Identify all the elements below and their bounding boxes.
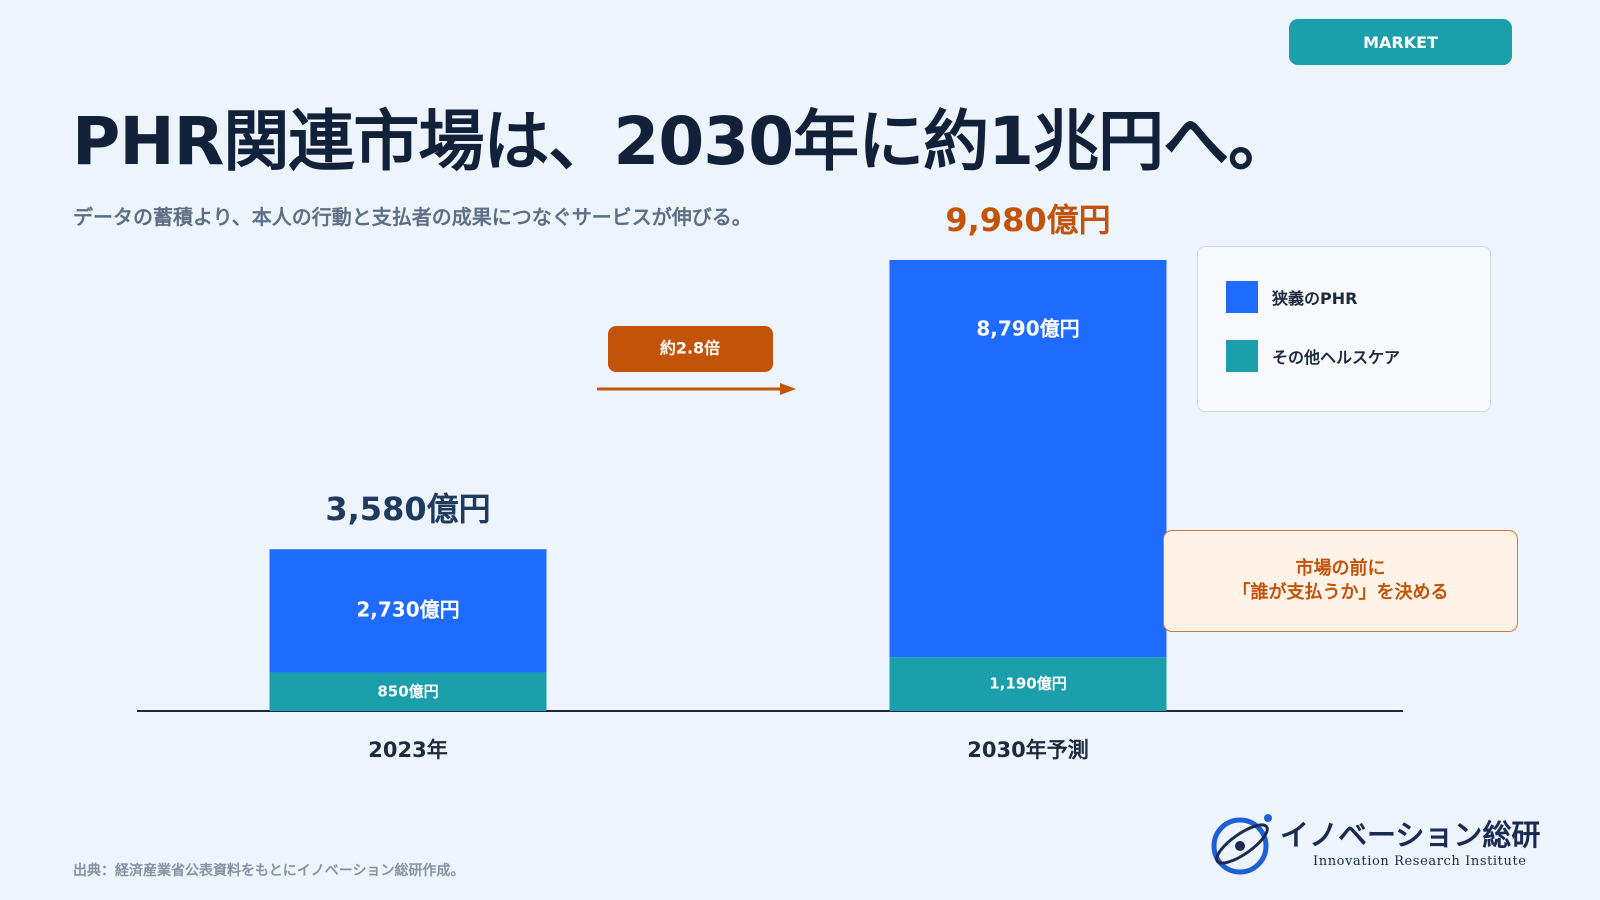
growth-arrow-head bbox=[780, 383, 796, 395]
total-value-label: 3,580億円 bbox=[325, 490, 490, 528]
x-tick-label: 2023年 bbox=[368, 738, 447, 762]
callout-line-2: 「誰が支払うか」を決める bbox=[1232, 582, 1449, 603]
logo-name: イノベーション総研 bbox=[1280, 818, 1541, 852]
legend-label: その他ヘルスケア bbox=[1272, 348, 1401, 367]
legend-item-other-healthcare: その他ヘルスケア bbox=[1226, 340, 1400, 372]
market-tag: MARKET bbox=[1289, 19, 1512, 65]
page-subtitle: データの蓄積より、本人の行動と支払者の成果につなぐサービスが伸びる。 bbox=[73, 205, 752, 229]
legend-swatch-other-healthcare bbox=[1226, 340, 1258, 372]
growth-badge bbox=[608, 326, 773, 372]
chart-legend: 狭義のPHR その他ヘルスケア bbox=[1197, 246, 1491, 412]
bar-segment-narrow-phr-0 bbox=[269, 549, 547, 673]
growth-badge-label: 約2.8倍 bbox=[660, 339, 720, 358]
bar-segment-narrow-phr-1 bbox=[889, 259, 1167, 658]
segment-value-label: 1,190億円 bbox=[989, 675, 1066, 693]
total-value-label: 9,980億円 bbox=[945, 201, 1110, 239]
logo: イノベーション総研 Innovation Research Institute bbox=[1210, 808, 1550, 880]
callout-line-1: 市場の前に bbox=[1295, 558, 1386, 579]
segment-value-label: 2,730億円 bbox=[356, 597, 459, 621]
legend-label: 狭義のPHR bbox=[1272, 289, 1358, 308]
bar-segment-other-healthcare-0 bbox=[269, 672, 547, 711]
segment-value-label: 850億円 bbox=[377, 682, 438, 700]
source-note: 出典：経済産業省公表資料をもとにイノベーション総研作成。 bbox=[73, 863, 465, 879]
bar-segment-other-healthcare-1 bbox=[889, 657, 1167, 711]
x-tick-label: 2030年予測 bbox=[967, 738, 1088, 762]
legend-swatch-narrow-phr bbox=[1226, 281, 1258, 313]
legend-item-narrow-phr: 狭義のPHR bbox=[1226, 281, 1357, 313]
page-title: PHR関連市場は、2030年に約1兆円へ。 bbox=[72, 103, 1294, 180]
segment-value-label: 8,790億円 bbox=[976, 316, 1079, 340]
logo-mark-icon bbox=[1211, 814, 1272, 875]
logo-subtitle: Innovation Research Institute bbox=[1313, 854, 1527, 869]
callout-box: 市場の前に 「誰が支払うか」を決める bbox=[1163, 530, 1518, 632]
